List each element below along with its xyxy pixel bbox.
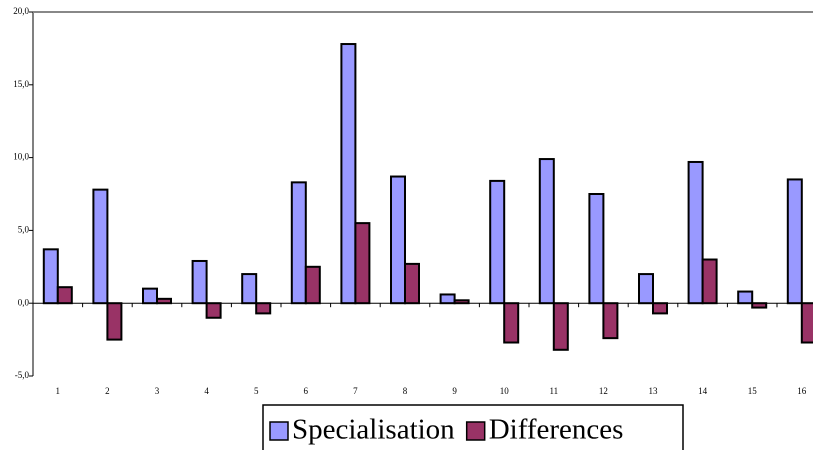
x-tick-label: 5 bbox=[254, 386, 259, 396]
x-tick-label: 8 bbox=[403, 386, 408, 396]
y-tick-label: 0,0 bbox=[18, 297, 30, 307]
x-tick-label: 16 bbox=[797, 386, 807, 396]
x-tick-label: 2 bbox=[105, 386, 110, 396]
y-tick-label: 15,0 bbox=[13, 79, 29, 89]
bar bbox=[552, 302, 569, 351]
bar bbox=[751, 302, 768, 309]
x-tick-label: 15 bbox=[748, 386, 758, 396]
bar bbox=[588, 193, 605, 305]
bar bbox=[255, 302, 272, 315]
x-tick-label: 7 bbox=[353, 386, 358, 396]
bar bbox=[390, 175, 406, 305]
bar bbox=[290, 181, 307, 305]
y-tick-label: -5,0 bbox=[15, 370, 30, 380]
bar bbox=[304, 265, 321, 305]
x-tick-label: 13 bbox=[649, 386, 659, 396]
bar bbox=[489, 179, 506, 305]
bar bbox=[638, 273, 654, 305]
bar bbox=[439, 293, 456, 305]
bar bbox=[56, 286, 73, 305]
bar bbox=[687, 160, 704, 305]
bar bbox=[652, 302, 668, 315]
legend-swatch bbox=[465, 421, 486, 441]
bar bbox=[786, 178, 803, 305]
bar bbox=[156, 297, 172, 305]
bar bbox=[538, 158, 555, 305]
bar bbox=[205, 302, 222, 319]
bar bbox=[241, 273, 258, 305]
bar bbox=[453, 299, 470, 305]
bar bbox=[42, 248, 59, 305]
bar bbox=[354, 222, 371, 305]
x-tick-label: 1 bbox=[56, 386, 61, 396]
bar bbox=[191, 259, 208, 305]
legend-label: Specialisation bbox=[292, 414, 455, 446]
y-tick-label: 5,0 bbox=[18, 224, 30, 234]
legend-swatch bbox=[269, 421, 289, 441]
bar bbox=[142, 287, 158, 305]
x-tick-label: 14 bbox=[698, 386, 708, 396]
x-tick-label: 10 bbox=[500, 386, 510, 396]
y-tick-label: 20,0 bbox=[13, 6, 29, 16]
bar bbox=[404, 262, 420, 305]
bar bbox=[92, 188, 109, 305]
y-tick-label: 10,0 bbox=[13, 152, 29, 162]
x-tick-label: 9 bbox=[452, 386, 457, 396]
bar bbox=[503, 302, 520, 344]
bar bbox=[737, 290, 754, 305]
x-tick-label: 12 bbox=[599, 386, 608, 396]
legend-label: Differences bbox=[489, 414, 624, 446]
x-tick-label: 6 bbox=[304, 386, 309, 396]
bar bbox=[602, 302, 619, 340]
bar bbox=[340, 43, 357, 305]
x-tick-label: 11 bbox=[549, 386, 558, 396]
bar bbox=[106, 302, 123, 341]
bar bbox=[701, 258, 718, 305]
x-tick-label: 4 bbox=[204, 386, 209, 396]
bar bbox=[800, 302, 813, 344]
x-tick-label: 3 bbox=[155, 386, 160, 396]
